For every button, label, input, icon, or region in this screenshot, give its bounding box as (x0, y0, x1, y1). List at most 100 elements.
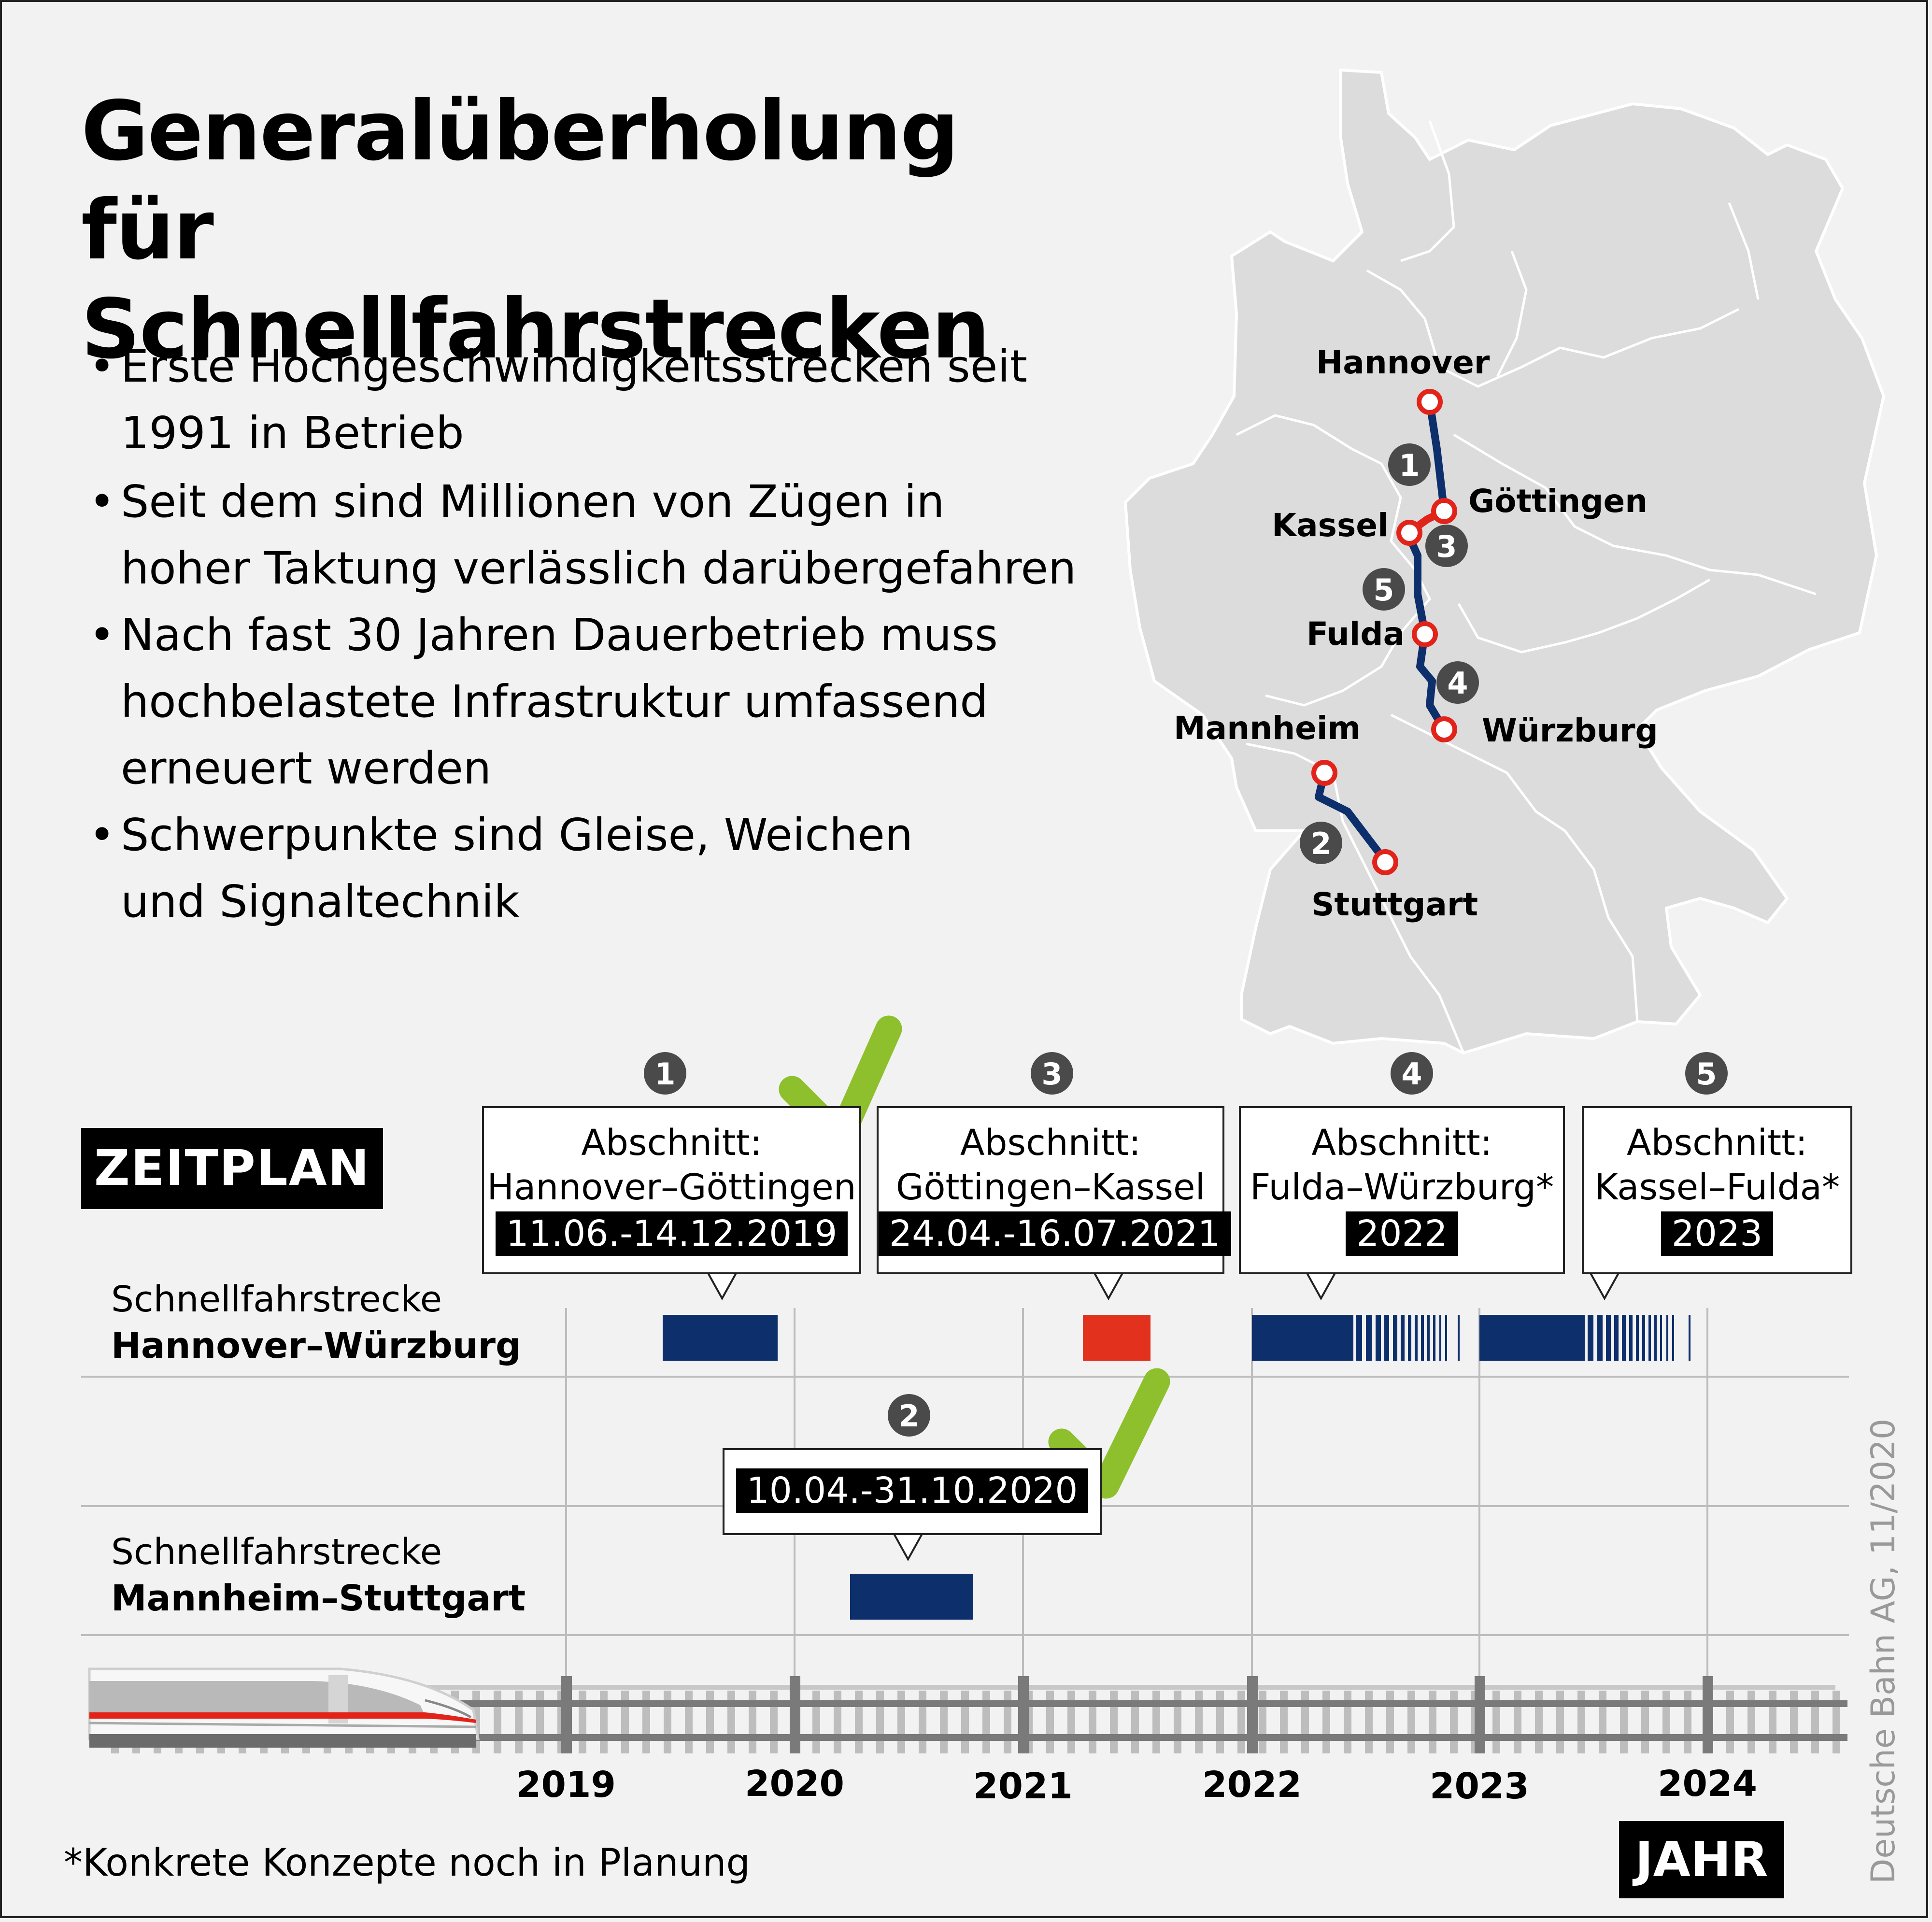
track-sleeper (1174, 1691, 1181, 1753)
bullet-text: erneuert werden (121, 742, 492, 794)
track-sleeper (536, 1691, 544, 1753)
track-sleeper (961, 1691, 969, 1753)
year-label: 2023 (1430, 1765, 1529, 1807)
track-sleeper (1599, 1691, 1606, 1753)
city-label-wuerzburg: Würzburg (1482, 712, 1658, 749)
bullet-item: • Seit dem sind Millionen von Zügen in h… (82, 469, 1087, 602)
track-sleeper (834, 1691, 841, 1753)
callout-section-4: Abschnitt: Fulda–Würzburg* 2022 (1239, 1106, 1565, 1274)
track-sleeper (1195, 1691, 1203, 1753)
svg-text:5: 5 (1373, 572, 1394, 608)
bullet-text: 1991 in Betrieb (121, 407, 464, 459)
track-sleeper (1301, 1691, 1309, 1753)
callout-date: 2022 (1346, 1211, 1458, 1256)
track-sleeper (515, 1691, 523, 1753)
bar-section-5 (1479, 1315, 1690, 1361)
track-sleeper (749, 1691, 756, 1753)
track-sleeper (1577, 1691, 1585, 1753)
track-sleeper (1556, 1691, 1564, 1753)
track-sleeper (1322, 1691, 1330, 1753)
train-illustration (88, 1667, 480, 1748)
track-sleeper (1344, 1691, 1351, 1753)
city-label-goettingen: Göttingen (1468, 483, 1648, 520)
timeline-badge-2: 2 (888, 1394, 930, 1437)
track-sleeper (1216, 1691, 1224, 1753)
track-sleeper (1769, 1691, 1776, 1753)
row-label-route: Mannheim–Stuttgart (111, 1578, 526, 1619)
track-sleeper (1407, 1691, 1415, 1753)
track-sleeper (1747, 1691, 1755, 1753)
bullet-item: • Schwerpunkte sind Gleise, Weichen und … (82, 802, 1087, 935)
callout-route: Kassel–Fulda* (1594, 1167, 1840, 1208)
callout-route: Fulda–Würzburg* (1250, 1167, 1554, 1208)
marker-hannover (1417, 389, 1443, 415)
year-label: 2024 (1658, 1763, 1757, 1805)
track-sleeper (1492, 1691, 1500, 1753)
track-sleeper (940, 1691, 948, 1753)
track-sleeper (1280, 1691, 1288, 1753)
track-sleeper (1004, 1691, 1011, 1753)
svg-text:1: 1 (654, 1056, 675, 1092)
track-sleeper (685, 1691, 693, 1753)
track-sleeper (1046, 1691, 1054, 1753)
title-line-1: Generalüberholung für (81, 84, 959, 278)
year-label: 2022 (1202, 1764, 1302, 1806)
track-sleeper (919, 1691, 926, 1753)
row-label-hannover-wuerzburg: Schnellfahrstrecke Hannover–Würzburg (111, 1276, 521, 1369)
title-line-2: Schnellfahrstrecken (81, 282, 990, 377)
bullet-text: Schwerpunkte sind Gleise, Weichen (121, 809, 913, 861)
track-sleeper (727, 1691, 735, 1753)
bar-section-2 (850, 1574, 973, 1620)
track-sleeper (897, 1691, 905, 1753)
callout-label: Abschnitt: (1626, 1122, 1808, 1164)
track-sleeper (1684, 1691, 1691, 1753)
bullet-text: Nach fast 30 Jahren Dauerbetrieb muss (121, 609, 998, 661)
bullet-text: hochbelastete Infrastruktur umfassend (121, 676, 988, 727)
track-sleeper (1131, 1691, 1139, 1753)
callout-label: Abschnitt: (960, 1122, 1141, 1164)
bar-section-3 (1083, 1315, 1151, 1361)
svg-text:5: 5 (1696, 1056, 1717, 1092)
track-sleeper (1535, 1691, 1543, 1753)
callout-date: 10.04.-31.10.2020 (736, 1468, 1089, 1513)
track-sleeper (1450, 1691, 1458, 1753)
axis-label: JAHR (1619, 1821, 1784, 1898)
track-sleeper (1110, 1691, 1118, 1753)
year-label: 2021 (973, 1765, 1073, 1807)
source-credit: Deutsche Bahn AG, 11/2020 (1864, 1418, 1903, 1884)
city-label-fulda: Fulda (1307, 615, 1405, 653)
track-sleeper (812, 1691, 820, 1753)
track-sleeper (770, 1691, 778, 1753)
bullet-dot-icon: • (89, 809, 115, 861)
svg-text:3: 3 (1436, 529, 1457, 564)
track-sleeper (1833, 1691, 1840, 1753)
callout-label: Abschnitt: (581, 1122, 762, 1164)
city-markers (1311, 389, 1457, 875)
bullet-dot-icon: • (89, 341, 115, 392)
track-sleeper (1662, 1691, 1670, 1753)
track-sleeper (1514, 1691, 1521, 1753)
bullet-text: Erste Hochgeschwindigkeitsstrecken seit (121, 341, 1027, 392)
track-sleeper (1089, 1691, 1096, 1753)
svg-text:1: 1 (1399, 448, 1420, 483)
callout-route: Hannover–Göttingen (487, 1167, 856, 1208)
track-sleeper (876, 1691, 884, 1753)
svg-text:2: 2 (1310, 826, 1331, 861)
track-sleeper (1641, 1691, 1649, 1753)
track-sleeper (494, 1691, 501, 1753)
route-hannover-wuerzburg (1404, 398, 1448, 733)
track-sleeper (1237, 1691, 1245, 1753)
bullet-item: • Erste Hochgeschwindigkeitsstrecken sei… (82, 333, 1087, 467)
track-sleeper (1386, 1691, 1394, 1753)
callout-label: Abschnitt: (1311, 1122, 1492, 1164)
bullet-item: • Nach fast 30 Jahren Dauerbetrieb muss … (82, 602, 1087, 802)
track-sleeper (706, 1691, 714, 1753)
svg-text:3: 3 (1041, 1056, 1062, 1092)
track-sleeper (642, 1691, 650, 1753)
track-sleeper (855, 1691, 863, 1753)
bullet-text: hoher Taktung verlässlich darübergefahre… (121, 542, 1077, 594)
track-sleeper (1259, 1691, 1266, 1753)
track-sleeper (1067, 1691, 1075, 1753)
